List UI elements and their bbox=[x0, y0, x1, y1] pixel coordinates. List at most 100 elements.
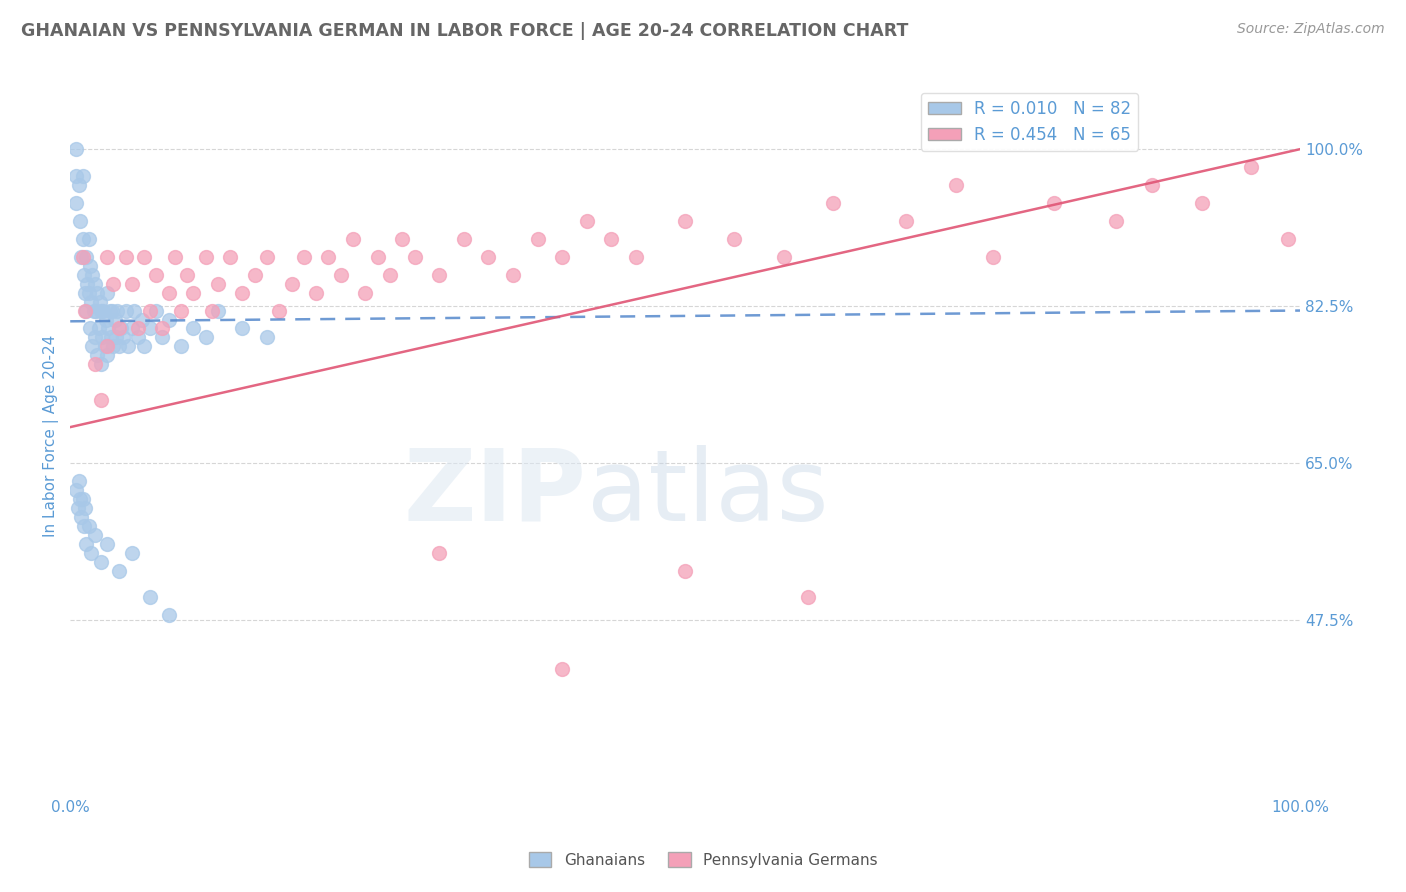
Point bbox=[73, 303, 96, 318]
Point bbox=[945, 178, 967, 192]
Point bbox=[170, 339, 193, 353]
Point bbox=[117, 339, 139, 353]
Point bbox=[76, 277, 98, 291]
Point bbox=[427, 268, 450, 282]
Point bbox=[131, 312, 153, 326]
Point bbox=[103, 339, 125, 353]
Point bbox=[896, 214, 918, 228]
Point bbox=[797, 591, 820, 605]
Point bbox=[551, 250, 574, 264]
Point bbox=[121, 321, 143, 335]
Point bbox=[194, 250, 217, 264]
Text: Source: ZipAtlas.com: Source: ZipAtlas.com bbox=[1237, 22, 1385, 37]
Point bbox=[367, 250, 389, 264]
Point bbox=[80, 546, 103, 560]
Point bbox=[269, 303, 291, 318]
Text: atlas: atlas bbox=[586, 445, 828, 542]
Point bbox=[110, 321, 132, 335]
Point bbox=[84, 303, 107, 318]
Point bbox=[98, 303, 121, 318]
Point bbox=[1277, 232, 1299, 246]
Point bbox=[342, 232, 364, 246]
Point bbox=[65, 142, 87, 156]
Point bbox=[96, 285, 118, 300]
Point bbox=[305, 285, 328, 300]
Point bbox=[90, 555, 112, 569]
Point bbox=[80, 294, 103, 309]
Point bbox=[354, 285, 377, 300]
Point bbox=[73, 500, 96, 515]
Point bbox=[575, 214, 598, 228]
Point bbox=[72, 250, 94, 264]
Point bbox=[1043, 196, 1066, 211]
Point bbox=[139, 591, 162, 605]
Point bbox=[378, 268, 401, 282]
Point bbox=[83, 527, 105, 541]
Point bbox=[96, 339, 118, 353]
Point bbox=[176, 268, 198, 282]
Point bbox=[600, 232, 623, 246]
Point bbox=[207, 277, 229, 291]
Point bbox=[77, 518, 100, 533]
Point bbox=[1191, 196, 1213, 211]
Point bbox=[94, 312, 117, 326]
Point bbox=[108, 321, 131, 335]
Point bbox=[152, 321, 174, 335]
Point bbox=[77, 285, 100, 300]
Y-axis label: In Labor Force | Age 20-24: In Labor Force | Age 20-24 bbox=[44, 334, 59, 537]
Point bbox=[79, 321, 101, 335]
Point bbox=[157, 312, 180, 326]
Point bbox=[91, 330, 114, 344]
Point bbox=[87, 321, 110, 335]
Point bbox=[256, 250, 278, 264]
Point bbox=[981, 250, 1004, 264]
Point bbox=[89, 294, 111, 309]
Point bbox=[256, 330, 278, 344]
Text: ZIP: ZIP bbox=[404, 445, 586, 542]
Point bbox=[75, 303, 97, 318]
Point bbox=[69, 491, 91, 506]
Point bbox=[77, 232, 100, 246]
Point bbox=[82, 268, 104, 282]
Point bbox=[86, 285, 108, 300]
Point bbox=[723, 232, 745, 246]
Point bbox=[70, 509, 93, 524]
Point bbox=[104, 330, 127, 344]
Point bbox=[83, 303, 105, 318]
Legend: R = 0.010   N = 82, R = 0.454   N = 65: R = 0.010 N = 82, R = 0.454 N = 65 bbox=[921, 93, 1137, 151]
Point bbox=[79, 259, 101, 273]
Point bbox=[70, 250, 93, 264]
Point bbox=[108, 564, 131, 578]
Point bbox=[145, 303, 167, 318]
Point bbox=[112, 330, 135, 344]
Point bbox=[181, 285, 204, 300]
Point bbox=[65, 483, 87, 497]
Point bbox=[83, 277, 105, 291]
Point bbox=[139, 321, 162, 335]
Point bbox=[673, 564, 696, 578]
Point bbox=[108, 339, 131, 353]
Point bbox=[551, 662, 574, 676]
Point bbox=[72, 491, 94, 506]
Point bbox=[673, 214, 696, 228]
Point bbox=[100, 330, 122, 344]
Point bbox=[243, 268, 266, 282]
Point bbox=[66, 500, 89, 515]
Point bbox=[280, 277, 302, 291]
Point bbox=[772, 250, 794, 264]
Point bbox=[231, 285, 253, 300]
Point bbox=[453, 232, 475, 246]
Point bbox=[105, 303, 128, 318]
Point bbox=[86, 348, 108, 362]
Point bbox=[67, 474, 90, 488]
Point bbox=[114, 303, 136, 318]
Point bbox=[163, 250, 186, 264]
Point bbox=[103, 277, 125, 291]
Point bbox=[152, 330, 174, 344]
Point bbox=[477, 250, 499, 264]
Point bbox=[96, 536, 118, 550]
Point bbox=[132, 339, 155, 353]
Point bbox=[65, 196, 87, 211]
Point bbox=[139, 303, 162, 318]
Point bbox=[1104, 214, 1126, 228]
